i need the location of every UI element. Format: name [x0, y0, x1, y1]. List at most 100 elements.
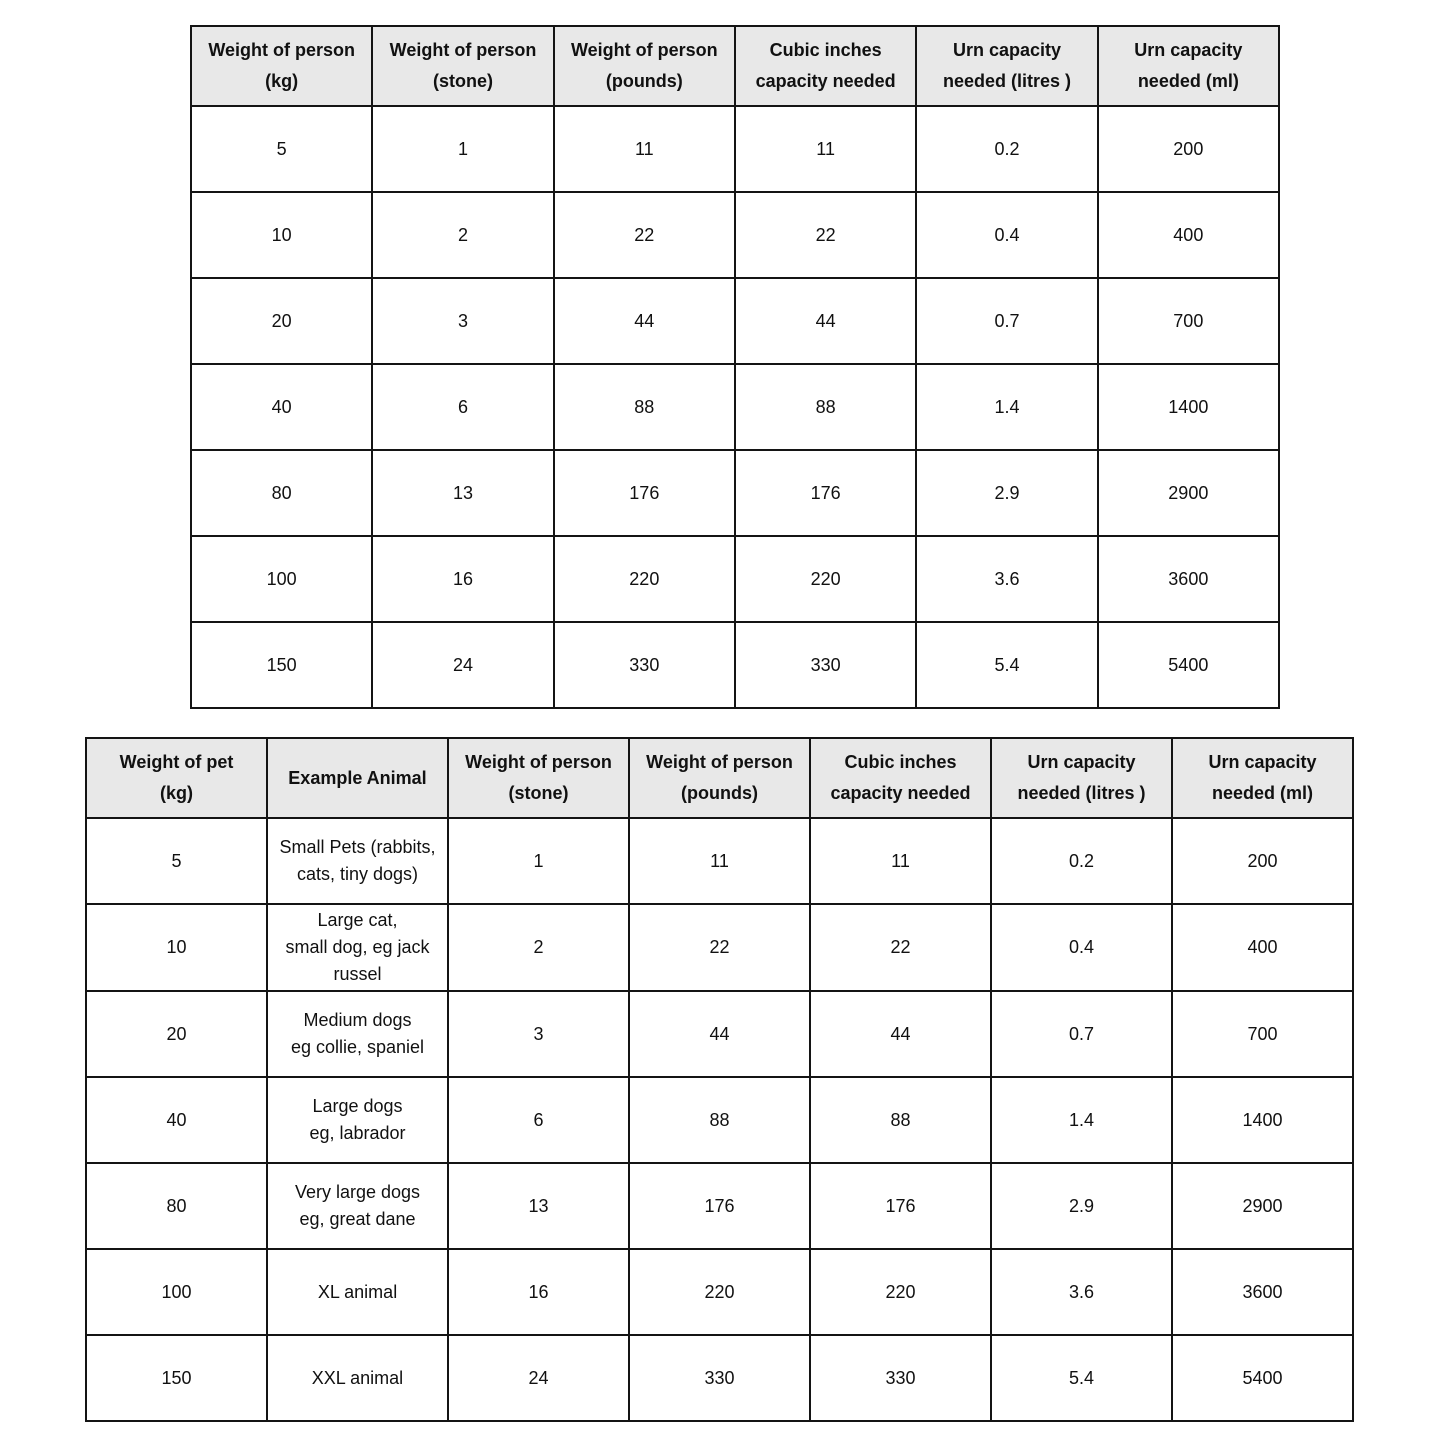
table-cell: 1.4: [915, 363, 1099, 451]
table-cell: 5400: [1171, 1334, 1354, 1422]
table-cell: 13: [447, 1162, 630, 1250]
table-cell: 220: [552, 535, 736, 623]
column-header: Urn capacity needed (ml): [1096, 25, 1281, 107]
table-row: 150 XXL animal 24 330 330 5.4 5400: [85, 1334, 1354, 1422]
person-table-header: Weight of person (kg) Weight of person (s…: [189, 25, 1281, 107]
column-header: Weight of person (kg): [189, 25, 374, 107]
column-header: Weight of person (pounds): [552, 25, 736, 107]
table-cell: 2900: [1171, 1162, 1354, 1250]
header-row: Weight of person (kg) Weight of person (s…: [189, 25, 1281, 107]
pet-table-body: 5 Small Pets (rabbits, cats, tiny dogs) 1 1…: [85, 817, 1354, 1422]
table-cell: 5.4: [990, 1334, 1173, 1422]
column-header: Urn capacity needed (ml): [1171, 737, 1354, 819]
column-header: Cubic inches capacity needed: [733, 25, 918, 107]
table-cell: 220: [809, 1248, 992, 1336]
table-cell: 80: [189, 449, 374, 537]
table-cell: 5: [189, 105, 374, 193]
table-cell: 176: [628, 1162, 811, 1250]
table-cell: 0.2: [915, 105, 1099, 193]
table-cell: 44: [809, 990, 992, 1078]
table-cell: 88: [552, 363, 736, 451]
table-cell: Large cat, small dog, eg jack russel: [266, 903, 449, 992]
table-cell: 150: [85, 1334, 268, 1422]
table-row: 5 Small Pets (rabbits, cats, tiny dogs) 1 1…: [85, 817, 1354, 905]
table-cell: 6: [447, 1076, 630, 1164]
table-cell: 20: [189, 277, 374, 365]
table-cell: 2.9: [990, 1162, 1173, 1250]
person-table-body: 5 1 11 11 0.2 200 10 2 22 22 0.4 400 20 3 44 44 0.7 700 40…: [189, 105, 1281, 709]
table-cell: 0.7: [990, 990, 1173, 1078]
table-row: 150 24 330 330 5.4 5400: [189, 621, 1281, 709]
table-cell: 220: [733, 535, 918, 623]
table-row: 10 2 22 22 0.4 400: [189, 191, 1281, 279]
table-cell: 2: [371, 191, 555, 279]
table-cell: XXL animal: [266, 1334, 449, 1422]
table-cell: 10: [85, 903, 268, 992]
column-header: Weight of person (pounds): [628, 737, 811, 819]
table-cell: 6: [371, 363, 555, 451]
table-cell: 1: [447, 817, 630, 905]
table-cell: 0.7: [915, 277, 1099, 365]
table-cell: 24: [447, 1334, 630, 1422]
table-cell: 88: [733, 363, 918, 451]
table-cell: 2.9: [915, 449, 1099, 537]
table-cell: 1400: [1171, 1076, 1354, 1164]
table-cell: 88: [809, 1076, 992, 1164]
table-cell: 1.4: [990, 1076, 1173, 1164]
header-row: Weight of pet (kg) Example Animal Weight o…: [85, 737, 1354, 819]
pet-urn-capacity-section: Weight of pet (kg) Example Animal Weight o…: [85, 737, 1354, 1422]
table-cell: Very large dogs eg, great dane: [266, 1162, 449, 1250]
table-cell: 150: [189, 621, 374, 709]
table-row: 20 Medium dogs eg collie, spaniel 3 44 44 0.7…: [85, 990, 1354, 1078]
table-cell: 20: [85, 990, 268, 1078]
table-cell: 400: [1096, 191, 1281, 279]
table-cell: 80: [85, 1162, 268, 1250]
table-cell: 22: [628, 903, 811, 992]
table-row: 40 6 88 88 1.4 1400: [189, 363, 1281, 451]
table-row: 5 1 11 11 0.2 200: [189, 105, 1281, 193]
column-header: Weight of pet (kg): [85, 737, 268, 819]
table-cell: 200: [1096, 105, 1281, 193]
table-cell: 330: [552, 621, 736, 709]
column-header: Urn capacity needed (litres ): [990, 737, 1173, 819]
column-header: Example Animal: [266, 737, 449, 819]
table-cell: 330: [733, 621, 918, 709]
table-cell: 1400: [1096, 363, 1281, 451]
table-cell: 176: [552, 449, 736, 537]
table-cell: 100: [85, 1248, 268, 1336]
pet-urn-capacity-table: Weight of pet (kg) Example Animal Weight o…: [85, 737, 1354, 1422]
table-cell: 16: [447, 1248, 630, 1336]
person-urn-capacity-section: Weight of person (kg) Weight of person (s…: [189, 25, 1281, 709]
column-header: Cubic inches capacity needed: [809, 737, 992, 819]
table-cell: 220: [628, 1248, 811, 1336]
table-cell: 10: [189, 191, 374, 279]
table-cell: 40: [189, 363, 374, 451]
table-cell: 13: [371, 449, 555, 537]
table-cell: 88: [628, 1076, 811, 1164]
table-cell: 330: [809, 1334, 992, 1422]
table-cell: 1: [371, 105, 555, 193]
table-cell: 0.4: [990, 903, 1173, 992]
table-cell: 3600: [1096, 535, 1281, 623]
table-cell: 44: [552, 277, 736, 365]
table-cell: 700: [1171, 990, 1354, 1078]
column-header: Weight of person (stone): [371, 25, 555, 107]
table-row: 20 3 44 44 0.7 700: [189, 277, 1281, 365]
table-cell: 100: [189, 535, 374, 623]
table-row: 100 16 220 220 3.6 3600: [189, 535, 1281, 623]
table-cell: 44: [628, 990, 811, 1078]
table-row: 80 13 176 176 2.9 2900: [189, 449, 1281, 537]
table-cell: 3: [447, 990, 630, 1078]
table-cell: 3600: [1171, 1248, 1354, 1336]
table-cell: 5400: [1096, 621, 1281, 709]
table-cell: Medium dogs eg collie, spaniel: [266, 990, 449, 1078]
table-row: 40 Large dogs eg, labrador 6 88 88 1.4 1400: [85, 1076, 1354, 1164]
table-cell: 330: [628, 1334, 811, 1422]
table-cell: 5: [85, 817, 268, 905]
table-cell: XL animal: [266, 1248, 449, 1336]
table-row: 80 Very large dogs eg, great dane 13 176 176…: [85, 1162, 1354, 1250]
table-cell: 44: [733, 277, 918, 365]
table-cell: 3.6: [915, 535, 1099, 623]
table-cell: 11: [809, 817, 992, 905]
table-cell: 40: [85, 1076, 268, 1164]
